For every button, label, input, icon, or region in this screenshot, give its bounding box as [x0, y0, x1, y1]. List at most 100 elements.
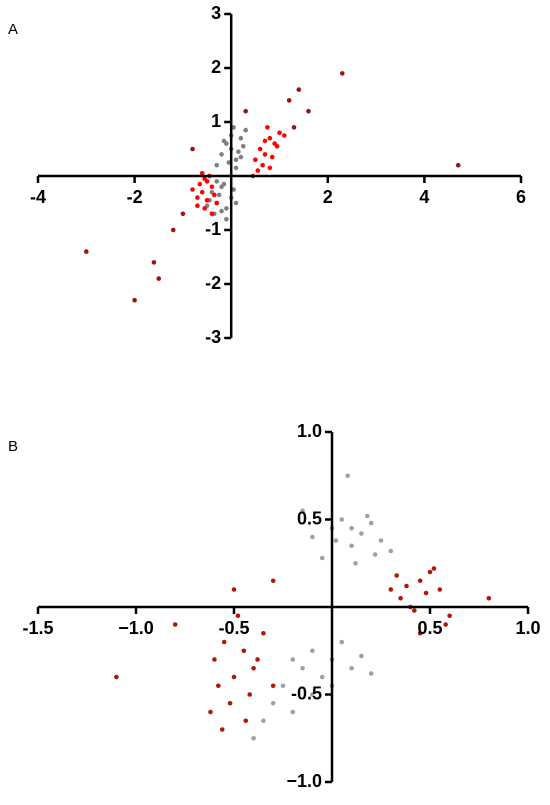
point: [349, 525, 354, 531]
point: [255, 657, 260, 662]
y-tick-label: -1: [205, 219, 221, 239]
point: [349, 543, 354, 549]
point: [339, 639, 345, 645]
point: [359, 531, 364, 536]
point: [353, 560, 358, 566]
point: [221, 181, 227, 187]
point: [267, 165, 273, 171]
point: [235, 613, 241, 619]
point: [261, 630, 266, 636]
x-tick-label: -4: [30, 187, 46, 207]
point: [280, 683, 286, 689]
point: [300, 665, 305, 671]
point: [417, 578, 423, 584]
point: [339, 517, 345, 522]
point: [209, 184, 215, 190]
point: [216, 683, 221, 689]
point: [319, 555, 325, 561]
point: [412, 608, 417, 613]
x-tick-label: 4: [419, 187, 429, 207]
point: [431, 566, 437, 571]
point: [339, 71, 345, 76]
point: [310, 692, 315, 697]
point: [388, 587, 394, 592]
point: [404, 583, 409, 589]
point: [282, 133, 287, 138]
point: [132, 297, 137, 303]
point: [231, 125, 236, 130]
point: [214, 179, 220, 184]
point: [231, 587, 237, 592]
point: [190, 146, 195, 152]
point: [224, 206, 229, 211]
point: [253, 157, 258, 163]
x-tick-label: −1.0: [118, 618, 154, 638]
point: [199, 189, 205, 195]
point: [172, 622, 178, 627]
point: [247, 692, 252, 697]
point: [190, 187, 195, 192]
point: [291, 125, 297, 130]
point: [262, 138, 268, 144]
y-tick-label: −1.0: [286, 771, 322, 791]
point: [216, 192, 222, 198]
point: [423, 590, 429, 596]
point: [290, 709, 296, 715]
point: [437, 587, 443, 592]
point: [349, 665, 354, 671]
point: [221, 138, 227, 144]
point: [310, 648, 315, 654]
point: [211, 192, 217, 198]
point: [243, 127, 248, 133]
point: [156, 276, 162, 281]
panel-label: A: [8, 21, 18, 38]
point: [224, 216, 229, 222]
point: [378, 538, 384, 543]
point: [277, 130, 282, 136]
point: [255, 168, 261, 173]
point: [274, 144, 280, 149]
point: [417, 630, 423, 636]
point: [195, 195, 200, 200]
point: [151, 260, 157, 265]
point: [233, 157, 239, 163]
point: [219, 152, 224, 157]
y-tick-label: -2: [205, 273, 221, 293]
point: [204, 198, 210, 203]
y-tick-label: 0.5: [297, 508, 322, 528]
point: [364, 513, 370, 519]
point: [368, 671, 374, 676]
point: [270, 578, 276, 584]
point: [427, 569, 433, 575]
point: [243, 108, 248, 114]
point: [221, 639, 227, 645]
x-tick-label: 0.5: [417, 618, 442, 638]
point: [368, 520, 374, 526]
point: [219, 208, 224, 214]
point: [202, 206, 207, 211]
point: [231, 187, 236, 192]
y-tick-label: 3: [211, 3, 221, 23]
point: [269, 154, 275, 160]
y-tick-label: -3: [205, 327, 221, 347]
y-tick-label: 1: [211, 111, 221, 131]
point: [233, 200, 239, 206]
x-tick-label: 2: [323, 187, 333, 207]
point: [212, 657, 217, 662]
point: [486, 595, 492, 601]
point: [345, 473, 350, 479]
point: [270, 683, 276, 689]
point: [333, 538, 339, 543]
point: [208, 709, 213, 715]
x-tick-label: 1.0: [515, 618, 540, 638]
point: [238, 154, 244, 160]
panel-label: B: [8, 438, 18, 455]
point: [398, 595, 403, 601]
y-tick-label: -0.5: [291, 683, 322, 703]
point: [257, 146, 263, 152]
point: [243, 718, 249, 724]
point: [394, 573, 399, 578]
point: [219, 727, 225, 732]
point: [241, 648, 247, 654]
point: [300, 508, 305, 514]
